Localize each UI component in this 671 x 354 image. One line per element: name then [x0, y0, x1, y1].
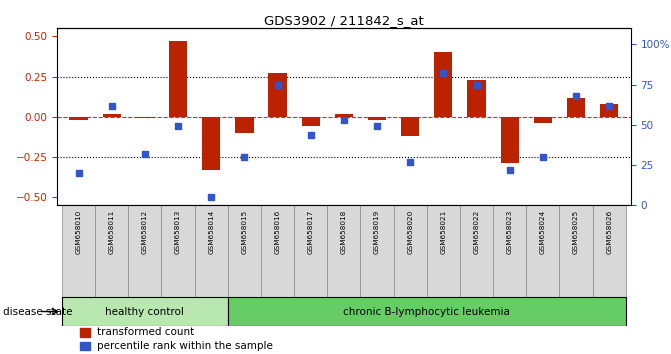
Bar: [501, 117, 519, 164]
Bar: [560, 205, 592, 297]
Bar: [301, 117, 320, 126]
Bar: [327, 205, 360, 297]
Text: transformed count: transformed count: [97, 327, 195, 337]
Text: percentile rank within the sample: percentile rank within the sample: [97, 341, 273, 351]
Text: GSM658019: GSM658019: [374, 210, 380, 254]
Bar: [434, 52, 452, 117]
Bar: [368, 117, 386, 120]
Text: GSM658023: GSM658023: [507, 210, 513, 254]
Text: GSM658012: GSM658012: [142, 210, 148, 254]
Text: GSM658017: GSM658017: [308, 210, 314, 254]
Bar: [468, 80, 486, 117]
Bar: [80, 342, 91, 350]
Text: GSM658025: GSM658025: [573, 210, 579, 254]
Bar: [128, 205, 162, 297]
Bar: [493, 205, 526, 297]
Bar: [261, 205, 294, 297]
Text: disease state: disease state: [3, 307, 73, 316]
Bar: [401, 117, 419, 136]
Bar: [600, 104, 618, 117]
Text: GSM658016: GSM658016: [274, 210, 280, 254]
Bar: [360, 205, 394, 297]
Bar: [136, 117, 154, 119]
Bar: [228, 297, 626, 326]
Bar: [294, 205, 327, 297]
Text: healthy control: healthy control: [105, 307, 185, 316]
Text: GSM658013: GSM658013: [175, 210, 181, 254]
Text: chronic B-lymphocytic leukemia: chronic B-lymphocytic leukemia: [344, 307, 510, 316]
Title: GDS3902 / 211842_s_at: GDS3902 / 211842_s_at: [264, 14, 424, 27]
Bar: [95, 205, 128, 297]
Bar: [460, 205, 493, 297]
Text: GSM658018: GSM658018: [341, 210, 347, 254]
Bar: [592, 205, 626, 297]
Bar: [62, 297, 228, 326]
Bar: [228, 205, 261, 297]
Text: GSM658021: GSM658021: [440, 210, 446, 254]
Bar: [236, 117, 254, 133]
Text: GSM658026: GSM658026: [606, 210, 612, 254]
Bar: [567, 97, 585, 117]
Bar: [526, 205, 560, 297]
Text: GSM658010: GSM658010: [76, 210, 82, 254]
Bar: [202, 117, 220, 170]
Text: GSM658011: GSM658011: [109, 210, 115, 254]
Bar: [427, 205, 460, 297]
Bar: [195, 205, 228, 297]
Bar: [70, 117, 88, 120]
Text: GSM658014: GSM658014: [208, 210, 214, 254]
Bar: [394, 205, 427, 297]
Text: GSM658020: GSM658020: [407, 210, 413, 254]
Text: GSM658022: GSM658022: [474, 210, 480, 254]
Bar: [169, 41, 187, 117]
Bar: [335, 114, 353, 117]
Bar: [62, 205, 95, 297]
Bar: [80, 328, 91, 337]
Text: GSM658015: GSM658015: [242, 210, 248, 254]
Bar: [533, 117, 552, 123]
Bar: [162, 205, 195, 297]
Bar: [268, 73, 287, 117]
Text: GSM658024: GSM658024: [540, 210, 546, 254]
Bar: [103, 114, 121, 117]
